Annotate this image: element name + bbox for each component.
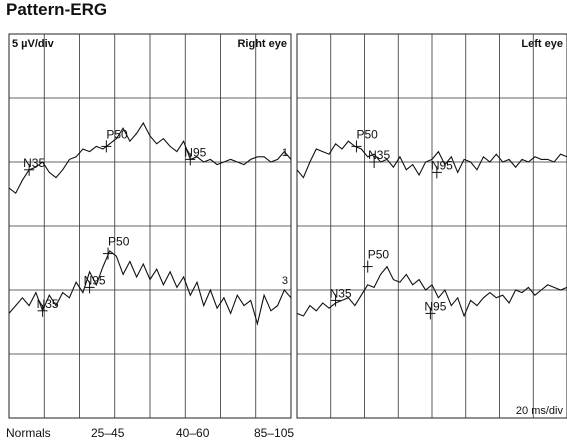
- trace-4: [296, 265, 567, 318]
- marker-label-p50: P50: [368, 248, 390, 262]
- marker-label-n95: N95: [184, 145, 206, 159]
- trace-2: [296, 140, 567, 179]
- marker-label-p50: P50: [356, 127, 378, 141]
- marker-label-n35: N35: [330, 286, 352, 300]
- normals-range-n95: 85–105: [254, 426, 295, 440]
- trace-3: [8, 250, 292, 326]
- trace-number-1: 1: [282, 147, 288, 159]
- marker-label-p50: P50: [106, 127, 128, 141]
- grid: [8, 33, 567, 419]
- marker-label-n35: N35: [23, 156, 45, 170]
- marker-label-n95: N95: [431, 158, 453, 172]
- panel-label-left-eye: Left eye: [521, 38, 563, 50]
- trace-number-3: 3: [282, 275, 288, 287]
- scale-label: 5 µV/div: [12, 38, 55, 50]
- labels: 5 µV/div Right eye Left eye 20 ms/div 1 N35 P5…: [12, 38, 563, 417]
- marker-label-n35: N35: [368, 148, 390, 162]
- trace-1: [8, 121, 292, 195]
- normals-range-n35: 25–45: [91, 426, 125, 440]
- marker-label-n35: N35: [37, 297, 59, 311]
- panel-label-right-eye: Right eye: [237, 38, 287, 50]
- marker-label-n95: N95: [424, 299, 446, 313]
- normals-range-p50: 40–60: [176, 426, 210, 440]
- marker-label-p50: P50: [108, 235, 130, 249]
- traces: [8, 121, 567, 326]
- chart-title: Pattern-ERG: [6, 0, 108, 19]
- normals-label: Normals: [6, 426, 51, 440]
- time-scale-label: 20 ms/div: [516, 405, 564, 417]
- marker-label-n95: N95: [84, 273, 106, 287]
